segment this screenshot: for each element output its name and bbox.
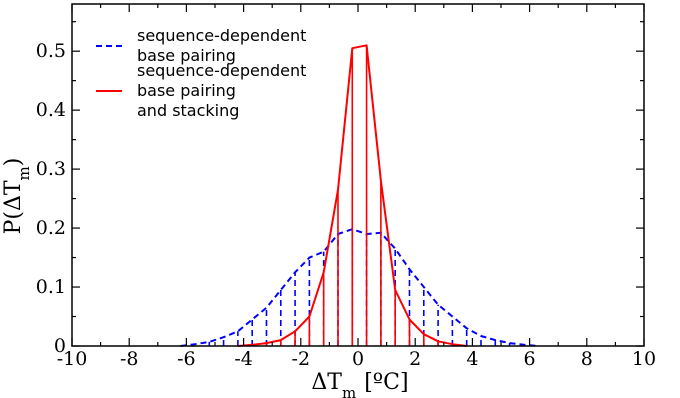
y-tick-label: 0.5: [36, 40, 66, 62]
x-tick-label: -8: [120, 348, 139, 370]
data-layer: [180, 44, 539, 347]
x-tick-label: -4: [234, 348, 253, 370]
y-tick-label: 0.2: [36, 217, 66, 239]
x-tick-label: -10: [57, 348, 88, 370]
x-tick-label: 10: [632, 348, 656, 370]
series-line: [237, 44, 467, 347]
x-tick-label: 8: [581, 348, 593, 370]
legend-label: sequence-dependent base pairing and stacki…: [137, 61, 306, 120]
legend-label: sequence-dependent base pairing: [137, 26, 306, 65]
series-line: [180, 228, 539, 347]
series-0: [180, 228, 539, 347]
y-tick-label: 0: [54, 335, 66, 357]
x-tick-label: -6: [177, 348, 196, 370]
x-tick-label: 4: [466, 348, 478, 370]
y-axis-title: P(ΔTm): [1, 158, 33, 235]
x-tick-label: 6: [524, 348, 536, 370]
y-tick-label: 0.1: [36, 276, 66, 298]
series-1: [237, 44, 467, 347]
x-tick-label: 0: [352, 348, 364, 370]
x-tick-label: -2: [292, 348, 311, 370]
x-axis-title: ΔTm [ºC]: [311, 370, 408, 398]
x-tick-label: 2: [409, 348, 421, 370]
legend: sequence-dependent base pairingsequence-d…: [96, 26, 306, 120]
axes: -10 -8 -6 -4 -2 0 2 4 6 8 10 0 0.1 0.2 0.3 0.4 0.5: [36, 3, 656, 370]
y-tick-label: 0.3: [36, 158, 66, 180]
y-tick-label: 0.4: [36, 99, 66, 121]
